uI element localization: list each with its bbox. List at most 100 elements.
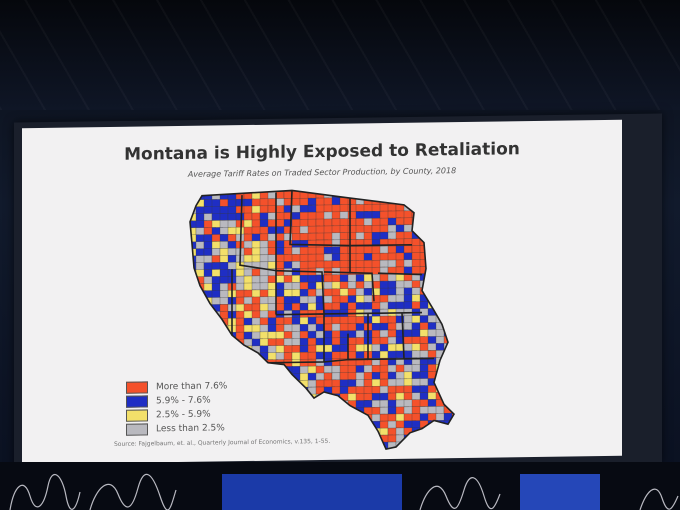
county-cell [451,209,454,218]
county-cell [190,262,191,274]
county-cell [427,280,441,290]
county-cell [451,202,454,213]
county-cell [379,273,390,282]
county-cell [363,435,376,443]
western-us-map [172,187,462,456]
county-cell [419,364,430,372]
county-cell [331,407,342,418]
county-cell [211,353,225,364]
county-cell [435,287,446,296]
county-cell [419,203,434,214]
county-cell [427,252,442,261]
county-cell [251,450,262,452]
county-cell [443,294,453,303]
county-cell [195,346,209,358]
county-cell [460,329,462,339]
county-cell [435,434,448,443]
county-cell [190,318,202,329]
county-cell [339,435,352,446]
county-cell [363,190,376,201]
legend-item-high: More than 7.6% [126,379,227,394]
legend-item-mid-high: 5.9% - 7.6% [126,393,227,408]
county-cell [195,248,205,256]
county-cell [307,400,322,410]
legend-label: More than 7.6% [156,381,228,393]
county-cell [243,429,254,440]
county-cell [443,231,454,243]
county-cell [315,428,329,438]
county-cell [251,359,266,368]
county-cell [339,428,349,438]
county-cell [267,415,279,425]
county-cell [291,275,301,283]
county-cell [443,314,454,327]
county-cell [275,429,288,439]
county-cell [275,408,288,417]
county-cell [219,188,232,195]
county-cell [443,371,454,380]
county-cell [371,189,385,201]
county-cell [379,188,393,194]
county-cell [267,429,277,439]
county-cell [451,398,454,408]
county-cell [190,290,199,299]
county-cell [283,450,294,452]
county-cell [172,256,180,263]
county-cell [427,448,437,452]
county-cell [275,380,288,388]
county-cell [283,387,296,398]
county-cell [259,415,270,425]
county-cell [235,359,247,370]
county-cell [299,324,309,332]
county-cell [451,251,454,260]
county-cell [259,373,270,386]
county-cell [451,447,454,452]
county-cell [460,406,462,413]
county-cell [235,345,247,355]
county-cell [435,196,448,206]
county-cell [195,304,208,313]
county-cell [172,193,184,200]
county-cell [243,387,254,396]
county-cell [315,407,326,419]
county-cell [347,421,360,432]
county-cell [190,367,194,380]
county-cell [235,450,249,452]
legend-label: 2.5% - 5.9% [156,409,211,421]
county-cell [190,234,192,247]
county-cell [180,200,189,209]
county-cell [315,421,330,432]
county-cell [427,189,439,197]
county-cell [443,377,454,389]
county-cell [219,360,232,371]
county-cell [291,401,303,411]
county-cell [435,252,445,262]
county-cell [460,238,462,246]
county-cell [443,363,454,372]
county-cell [195,332,210,341]
county-cell [190,367,202,379]
county-cell [243,394,255,406]
county-cell [190,325,198,338]
county-cell [227,395,239,407]
county-cell [443,308,454,320]
county-cell [443,440,454,452]
county-cell [190,346,199,358]
county-cell [419,231,429,239]
county-cell [227,402,238,412]
legend-swatch-mid-high [126,395,148,408]
county-cell [190,241,192,254]
county-cell [251,401,263,411]
county-cell [460,210,462,221]
county-cell [347,449,362,452]
county-cell [419,189,434,199]
county-cell [427,231,441,242]
county-cell [172,305,185,316]
county-cell [379,427,389,436]
county-cell [419,224,431,234]
county-cell [460,448,462,456]
county-cell [251,408,265,417]
county-cell [211,346,223,358]
county-cell [427,266,440,277]
county-cell [339,407,349,415]
